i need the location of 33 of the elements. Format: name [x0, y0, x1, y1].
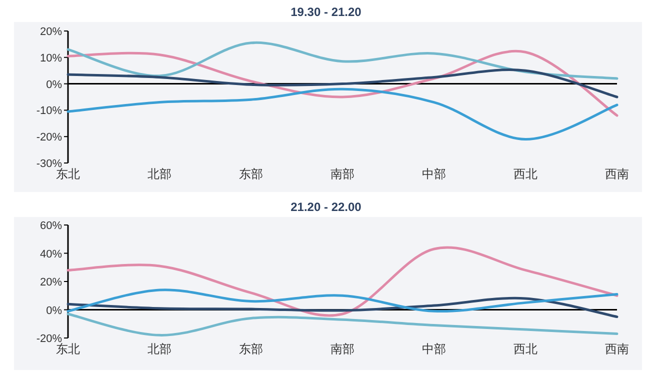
y-tick-label: 20% — [40, 276, 62, 288]
y-tick-label: 0% — [46, 304, 62, 317]
line-series — [66, 288, 618, 313]
x-tick-label: 东部 — [239, 342, 263, 356]
x-tick-label: 北部 — [148, 342, 172, 356]
x-tick-label: 西北 — [514, 167, 538, 181]
y-tick-label: -20% — [36, 333, 62, 345]
y-tick-label: -10% — [36, 105, 62, 118]
x-tick-label: 南部 — [330, 342, 354, 356]
y-tick-label: 20% — [40, 26, 62, 38]
x-tick-label: 东部 — [239, 167, 263, 181]
x-tick-label: 东北 — [56, 167, 80, 181]
x-tick-label: 中部 — [422, 342, 446, 356]
x-tick-label: 西南 — [605, 167, 629, 181]
line-series — [66, 296, 618, 318]
y-tick-label: -30% — [36, 158, 62, 170]
x-tick-label: 东北 — [56, 342, 80, 356]
y-tick-label: 60% — [40, 220, 62, 232]
line-series — [66, 42, 618, 80]
chart-title: 21.20 - 22.00 — [290, 200, 362, 214]
y-tick-label: 10% — [40, 52, 62, 64]
y-tick-label: 0% — [46, 78, 62, 91]
x-tick-label: 西南 — [605, 342, 629, 356]
line-series — [66, 68, 618, 98]
x-tick-label: 北部 — [148, 167, 172, 181]
chart-title: 19.30 - 21.20 — [290, 5, 362, 19]
line-series — [66, 312, 618, 336]
y-tick-label: -20% — [36, 132, 62, 144]
line-series — [66, 88, 618, 140]
x-tick-label: 南部 — [330, 167, 354, 181]
x-tick-label: 西北 — [514, 342, 538, 356]
y-tick-label: 40% — [40, 248, 62, 260]
x-tick-label: 中部 — [422, 167, 446, 181]
